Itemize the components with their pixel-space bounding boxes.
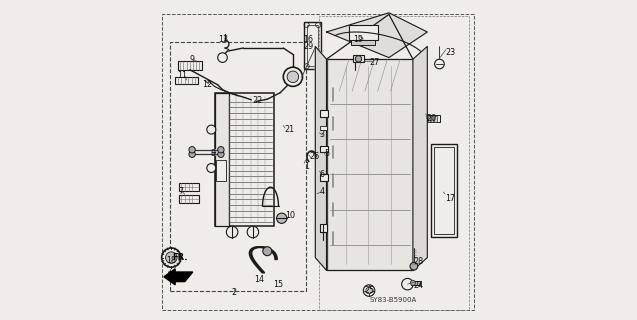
- Circle shape: [276, 213, 287, 223]
- Circle shape: [189, 147, 196, 153]
- Text: 24: 24: [414, 281, 424, 290]
- Text: 18: 18: [166, 256, 176, 265]
- Bar: [434, 116, 436, 122]
- Bar: [169, 42, 306, 291]
- Polygon shape: [413, 46, 427, 270]
- Circle shape: [355, 56, 362, 62]
- Circle shape: [410, 262, 418, 270]
- Circle shape: [283, 67, 303, 86]
- Circle shape: [189, 151, 196, 157]
- Bar: [215, 93, 274, 226]
- Circle shape: [218, 53, 227, 62]
- Polygon shape: [315, 46, 327, 270]
- Text: 16: 16: [303, 36, 313, 44]
- Bar: [431, 144, 457, 237]
- Text: 3: 3: [320, 130, 324, 139]
- Text: 6: 6: [320, 170, 324, 179]
- Bar: [216, 160, 226, 181]
- Text: 5: 5: [324, 149, 329, 158]
- Text: 8: 8: [211, 149, 216, 158]
- Circle shape: [402, 278, 413, 290]
- Text: 20: 20: [426, 114, 436, 123]
- Bar: [179, 195, 199, 203]
- Bar: [215, 93, 229, 226]
- Text: 14: 14: [254, 275, 264, 284]
- Bar: [304, 22, 321, 69]
- Text: 26: 26: [309, 152, 319, 161]
- Circle shape: [207, 164, 216, 172]
- Circle shape: [363, 285, 375, 296]
- Text: FR.: FR.: [172, 253, 188, 262]
- Polygon shape: [169, 272, 193, 282]
- Text: 15: 15: [273, 280, 283, 289]
- Text: 21: 21: [284, 125, 294, 134]
- Ellipse shape: [253, 99, 260, 104]
- Circle shape: [218, 147, 224, 153]
- Circle shape: [207, 125, 216, 134]
- Bar: [306, 25, 318, 66]
- Circle shape: [162, 248, 181, 267]
- Bar: [353, 55, 364, 62]
- Text: 9: 9: [190, 55, 195, 64]
- Circle shape: [263, 247, 272, 256]
- Bar: [427, 115, 440, 122]
- Text: 4: 4: [320, 188, 324, 196]
- Bar: [175, 77, 198, 84]
- Text: 19: 19: [354, 36, 364, 44]
- Text: 11: 11: [178, 71, 187, 80]
- Bar: [178, 61, 202, 70]
- Text: 25: 25: [364, 286, 374, 295]
- Text: 2: 2: [231, 288, 236, 297]
- Circle shape: [166, 252, 177, 263]
- Polygon shape: [327, 59, 413, 270]
- Bar: [179, 183, 199, 191]
- Text: 29: 29: [303, 42, 313, 51]
- Text: 13: 13: [218, 36, 228, 44]
- Text: 1: 1: [304, 162, 309, 171]
- Bar: [434, 147, 454, 234]
- Bar: [320, 174, 328, 181]
- Text: 28: 28: [414, 257, 424, 266]
- Bar: [320, 224, 327, 232]
- Text: 12: 12: [202, 80, 212, 89]
- Circle shape: [226, 226, 238, 238]
- Bar: [320, 146, 328, 152]
- Circle shape: [247, 226, 259, 238]
- Text: 17: 17: [445, 194, 455, 203]
- Bar: [320, 126, 327, 130]
- Circle shape: [366, 287, 372, 294]
- Polygon shape: [164, 269, 175, 285]
- Bar: [318, 16, 469, 310]
- Bar: [320, 110, 328, 117]
- Circle shape: [434, 59, 444, 69]
- Text: 27: 27: [369, 58, 379, 67]
- Bar: [431, 116, 433, 122]
- Circle shape: [287, 71, 299, 83]
- Text: 22: 22: [252, 96, 262, 105]
- Text: 10: 10: [285, 212, 295, 220]
- Circle shape: [218, 151, 224, 157]
- Bar: [427, 116, 430, 122]
- Polygon shape: [327, 13, 427, 58]
- Circle shape: [410, 280, 415, 285]
- Bar: [350, 40, 375, 45]
- Text: 23: 23: [446, 48, 456, 57]
- Bar: [412, 281, 420, 285]
- Bar: [349, 25, 378, 40]
- Text: SY83-B5900A: SY83-B5900A: [369, 297, 417, 303]
- Text: 7: 7: [178, 188, 184, 196]
